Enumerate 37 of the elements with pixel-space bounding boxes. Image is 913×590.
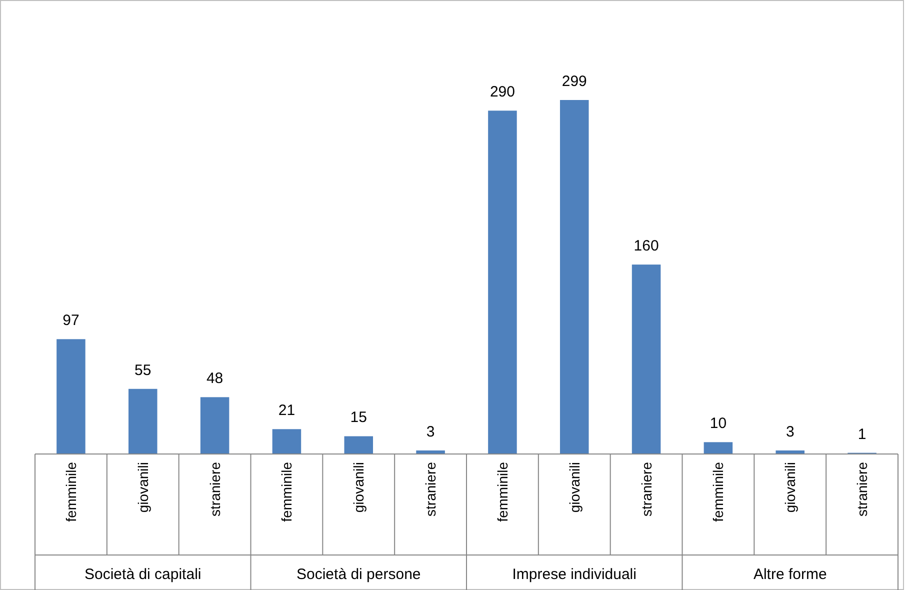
x-tick-label: femminile: [62, 462, 79, 522]
data-label: 299: [562, 73, 587, 90]
data-label: 3: [426, 423, 435, 440]
bar: [272, 429, 302, 454]
data-label: 21: [278, 402, 296, 420]
bar: [560, 100, 589, 454]
data-label: 160: [634, 238, 659, 255]
x-tick-label: giovanili: [566, 462, 582, 513]
x-tick-label: straniere: [422, 462, 439, 516]
x-tick-label: femminile: [278, 462, 295, 522]
text: Altre forme: [753, 566, 827, 583]
bar: [200, 397, 230, 454]
x-tick-label: femminile: [494, 462, 510, 522]
x-tick-label: femminile: [710, 462, 726, 522]
data-label: 290: [490, 84, 515, 101]
data-label: 3: [786, 423, 794, 440]
text: Società di persone: [296, 566, 421, 583]
data-label: 10: [710, 415, 727, 432]
data-label: 1: [858, 426, 866, 443]
bar: [632, 264, 661, 454]
data-label: 55: [134, 362, 152, 379]
bar: [488, 110, 517, 454]
bar: [344, 436, 374, 454]
x-tick-label: straniere: [638, 462, 654, 516]
data-label: 48: [206, 370, 224, 388]
x-tick-label: giovanili: [350, 462, 367, 513]
x-tick-label: giovanili: [782, 462, 798, 513]
x-tick-label: straniere: [854, 462, 870, 516]
data-label: 15: [350, 409, 367, 426]
x-tick-label: giovanili: [134, 462, 151, 513]
data-label: 97: [62, 312, 80, 330]
text: Società di capitali: [84, 566, 202, 583]
text: Imprese individuali: [512, 566, 636, 583]
bar: [704, 442, 733, 454]
bar: [56, 339, 86, 454]
x-tick-label: straniere: [206, 462, 223, 516]
bar: [128, 388, 158, 454]
